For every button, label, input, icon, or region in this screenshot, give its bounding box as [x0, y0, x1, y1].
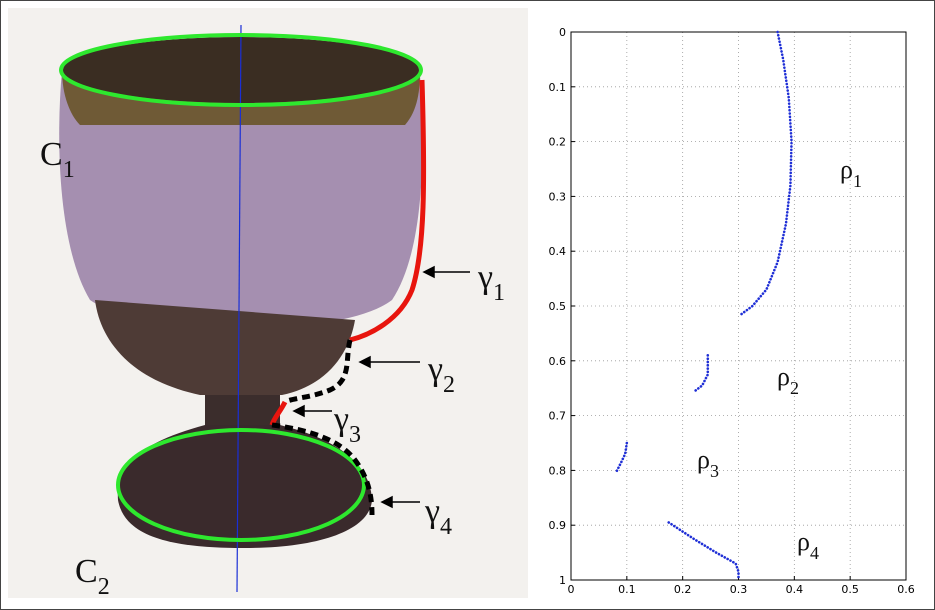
x-tick-label: 0.3: [730, 583, 748, 596]
annotation-main: γ: [424, 493, 440, 530]
y-tick-label: 0: [559, 26, 566, 39]
annotation-main: γ: [333, 401, 349, 438]
annotation-main: γ: [427, 351, 443, 388]
annotation-main: ρ: [797, 527, 810, 556]
x-tick-label: 0.6: [897, 583, 915, 596]
annotation-subscript: 3: [710, 461, 719, 481]
y-tick-label: 0.8: [549, 464, 567, 477]
annotation-subscript: 4: [440, 514, 452, 540]
annotation-main: C: [75, 553, 98, 590]
goblet-photo: [8, 8, 528, 598]
annotation-main: C: [40, 136, 63, 173]
x-tick-label: 0.2: [674, 583, 692, 596]
y-tick-label: 0.5: [549, 300, 567, 313]
annotation-subscript: 2: [443, 372, 455, 398]
x-tick-label: 0.5: [841, 583, 859, 596]
annotation-subscript: 3: [349, 422, 361, 448]
annotation-main: γ: [477, 259, 493, 296]
y-tick-label: 0.9: [549, 519, 567, 532]
y-tick-label: 1: [559, 574, 566, 587]
stem: [205, 395, 280, 430]
annotation-subscript: 2: [98, 574, 110, 600]
y-tick-label: 0.7: [549, 410, 567, 423]
x-tick-label: 0: [568, 583, 575, 596]
figure: C1C2γ1γ2γ3γ400.10.20.30.40.50.60.70.80.9…: [0, 0, 935, 610]
x-tick-label: 0.1: [618, 583, 636, 596]
annotation-main: ρ: [697, 445, 710, 474]
annotation-main: ρ: [840, 155, 853, 184]
annotation-main: ρ: [777, 362, 790, 391]
annotation-subscript: 1: [63, 157, 75, 183]
annotation-subscript: 4: [810, 543, 819, 563]
y-tick-label: 0.6: [549, 355, 567, 368]
annotation-subscript: 1: [493, 280, 505, 306]
annotation-subscript: 2: [790, 378, 799, 398]
y-tick-label: 0.3: [549, 190, 567, 203]
annotation-subscript: 1: [853, 171, 862, 191]
x-tick-label: 0.4: [786, 583, 804, 596]
y-tick-label: 0.4: [549, 245, 567, 258]
y-tick-label: 0.1: [549, 81, 567, 94]
y-tick-label: 0.2: [549, 136, 567, 149]
